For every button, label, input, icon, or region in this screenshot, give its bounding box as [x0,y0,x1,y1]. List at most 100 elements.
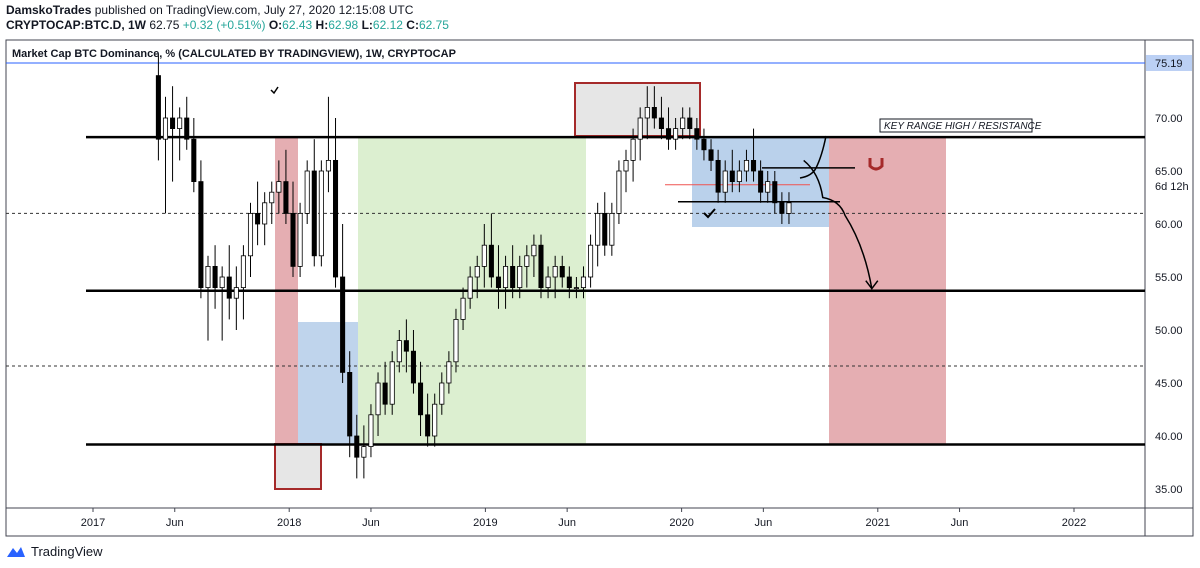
candle-71 [658,96,664,140]
breakout-path [799,135,827,179]
candle-37 [418,361,424,436]
candle-24 [325,96,331,193]
candle-41 [446,351,452,394]
annotation-text: KEY RANGE HIGH / RESISTANCE [884,121,1042,132]
annotation-box: KEY RANGE HIGH / RESISTANCE [879,118,1042,133]
candle-28 [354,414,360,479]
candle-50 [510,245,516,299]
x-tick-Jun-5: Jun [558,517,576,529]
candle-70 [651,86,657,129]
y-tick-70.00: 70.00 [1155,113,1183,125]
candle-20 [297,202,303,277]
x-tick-2021-8: 2021 [866,517,890,529]
low-label: L: [361,18,373,32]
candle-75 [687,107,693,140]
candle-11 [233,266,239,330]
candle-13 [247,202,254,277]
y-tick-40.00: 40.00 [1155,431,1183,443]
candle-48 [495,245,502,309]
high-value: 62.98 [328,18,359,32]
x-tick-2017-0: 2017 [81,517,105,529]
zones-layer [274,82,946,490]
bottom-box-2018 [274,443,322,490]
price-change: +0.32 (+0.51%) [182,18,266,32]
candle-61 [588,234,594,288]
candle-87 [772,171,778,214]
candle-66 [623,149,629,193]
x-tick-Jun-7: Jun [754,517,772,529]
candle-58 [566,266,572,299]
candle-21 [304,160,310,224]
candle-42 [453,308,459,373]
candle-7 [205,255,211,341]
candle-43 [460,287,466,330]
candle-46 [481,224,487,288]
candle-10 [226,245,232,320]
candle-19 [290,181,296,277]
candle-54 [538,234,544,299]
candle-49 [503,255,509,309]
check-icon-2020 [703,208,716,219]
x-tick-Jun-1: Jun [166,517,184,529]
candle-79 [715,149,721,203]
symbol-line: CRYPTOCAP:BTC.D, 1W 62.75 +0.32 (+0.51%)… [6,18,449,32]
candle-57 [559,255,565,288]
candle-89 [786,192,792,224]
candle-23 [318,160,324,267]
x-tick-Jun-3: Jun [362,517,380,529]
candle-82 [736,160,742,193]
candle-51 [517,255,523,299]
candle-9 [219,266,225,341]
candle-52 [524,245,530,288]
candle-2 [170,86,176,182]
candle-45 [474,255,480,299]
candle-34 [396,330,402,373]
candle-80 [722,160,728,203]
candle-84 [751,128,757,182]
candle-27 [347,351,353,458]
tradingview-logo-icon [7,547,25,557]
publisher-name[interactable]: DamskoTrades [6,3,92,17]
candle-53 [531,234,537,277]
candle-6 [198,160,204,299]
x-tick-2022-10: 2022 [1062,517,1086,529]
candle-30 [368,404,374,458]
chart-frame [5,39,1194,537]
candle-12 [240,245,246,320]
low-value: 62.12 [372,18,403,32]
candle-63 [602,192,608,256]
price-label-0: 75.19 [1155,58,1183,70]
time-axis[interactable]: 2017 Jun 2018 Jun 2019 Jun 2020 Jun 2021 Jun 2022 [81,508,1086,529]
candle-78 [708,139,714,171]
candle-25 [332,118,339,288]
candle-59 [573,277,579,299]
top-box-2019 [574,82,701,137]
candle-83 [743,149,749,182]
candle-76 [694,118,700,150]
x-tick-Jun-9: Jun [951,517,969,529]
candle-31 [375,372,381,436]
open-label: O: [268,18,283,32]
publish-info: published on TradingView.com, July 27, 2… [94,3,414,17]
candle-73 [673,118,679,150]
candle-62 [595,202,601,267]
candle-39 [432,393,438,447]
projection-arrowhead [865,280,879,290]
chart-title: Market Cap BTC Dominance, % (CALCULATED … [12,48,456,60]
x-tick-2018-2: 2018 [277,517,301,529]
levels-layer [6,62,1145,446]
candle-88 [779,192,785,224]
price-axis[interactable]: 35.00 40.00 45.00 50.00 55.00 60.00 65.00 70.00… [1146,54,1192,496]
candle-4 [184,96,190,150]
candle-33 [389,351,395,415]
candles-layer [155,54,792,479]
tradingview-footer[interactable]: TradingView [6,544,103,559]
open-value: 62.43 [282,18,313,32]
candle-29 [361,425,367,479]
candle-5 [191,118,197,193]
candle-40 [439,372,445,415]
candle-64 [609,202,615,256]
candle-85 [758,160,764,203]
x-tick-2019-4: 2019 [473,517,497,529]
